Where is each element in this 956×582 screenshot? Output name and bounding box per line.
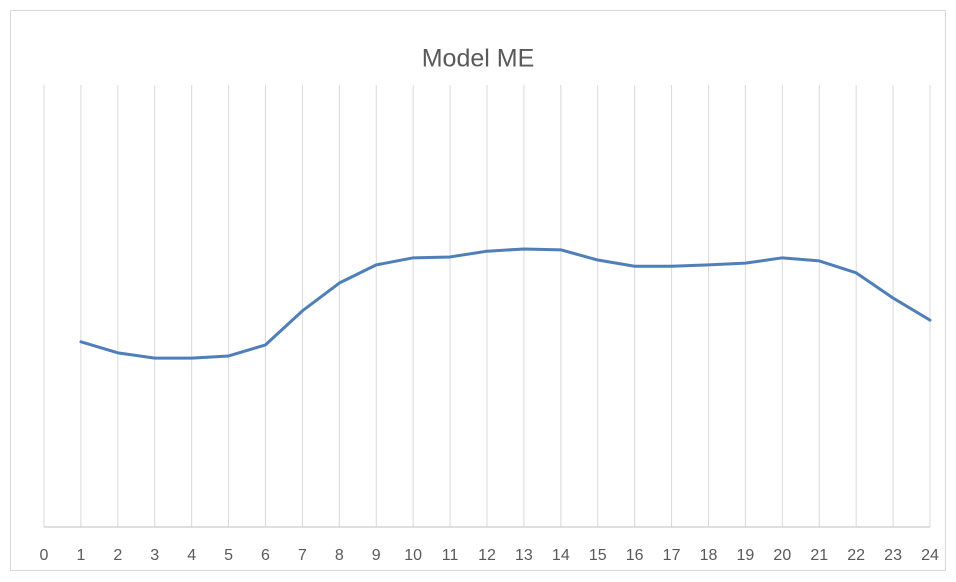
x-tick-label: 11 (442, 547, 459, 564)
x-tick-label: 10 (404, 547, 422, 564)
x-tick-label: 12 (478, 547, 496, 564)
x-tick-label: 2 (113, 547, 122, 564)
chart-frame (10, 10, 946, 571)
x-tick-label: 4 (187, 547, 196, 564)
x-tick-label: 6 (261, 547, 270, 564)
x-tick-label: 13 (515, 547, 533, 564)
x-tick-label: 0 (40, 547, 49, 564)
line-series (79, 247, 932, 360)
x-tick-label: 14 (552, 547, 570, 564)
chart-title: Model ME (422, 45, 535, 73)
x-tick-label: 23 (884, 547, 902, 564)
x-tick-label: 18 (700, 547, 718, 564)
x-tick-label: 19 (737, 547, 755, 564)
x-tick-label: 3 (150, 547, 159, 564)
x-tick-label: 16 (626, 547, 644, 564)
x-tick-label: 8 (335, 547, 344, 564)
x-tick-label: 9 (372, 547, 381, 564)
x-tick-label: 17 (663, 547, 681, 564)
x-tick-label: 22 (847, 547, 865, 564)
x-tick-label: 20 (773, 547, 791, 564)
x-tick-label: 5 (224, 547, 233, 564)
x-tick-label: 24 (921, 547, 939, 564)
x-tick-label: 7 (298, 547, 307, 564)
x-tick-label: 15 (589, 547, 607, 564)
x-tick-label: 21 (810, 547, 828, 564)
x-tick-label: 1 (76, 547, 85, 564)
